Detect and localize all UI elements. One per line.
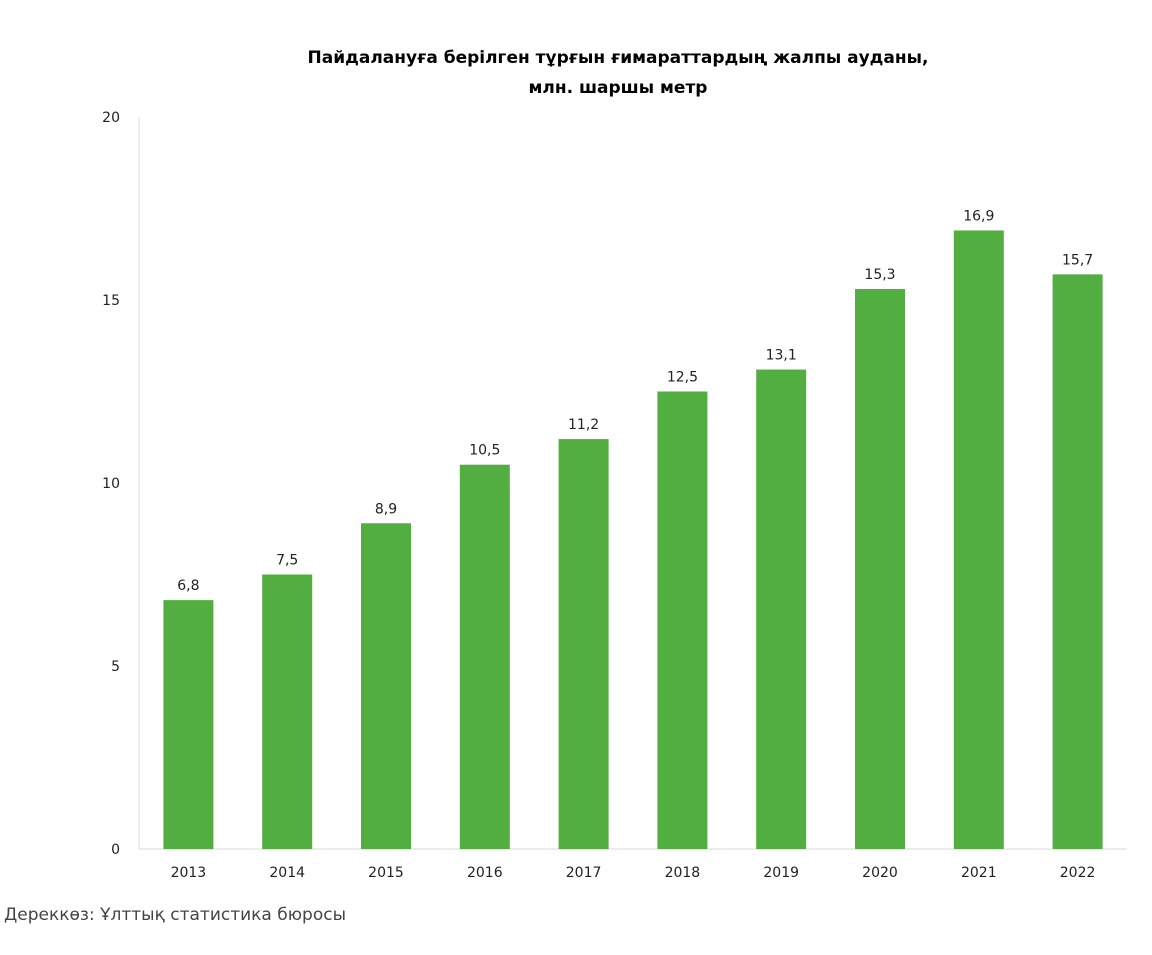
bar: [361, 523, 411, 849]
bars-group: [163, 230, 1103, 849]
y-tick-label: 5: [111, 659, 120, 675]
bar: [163, 600, 214, 849]
x-tick-label: 2017: [566, 865, 602, 881]
y-tick-label: 15: [102, 293, 120, 309]
bar: [262, 574, 313, 849]
chart-title-line-2: млн. шаршы метр: [529, 78, 708, 98]
bar-value-label: 10,5: [469, 443, 500, 459]
bar-value-label: 13,1: [766, 348, 797, 364]
x-tick-label: 2014: [269, 865, 305, 881]
x-tick-label: 2019: [763, 865, 799, 881]
data-labels-group: 6,8 7,5 8,9 10,5 11,2 12,5 13,1 15,3 16,9 15,7: [177, 208, 1093, 594]
x-tick-label: 2020: [862, 865, 898, 881]
x-tick-label: 2013: [171, 865, 207, 881]
bar: [459, 464, 510, 849]
x-tick-label: 2016: [467, 865, 503, 881]
bar: [558, 439, 609, 849]
bar-value-label: 15,7: [1062, 252, 1093, 268]
bar: [1052, 274, 1103, 849]
bar: [657, 391, 708, 849]
bar-value-label: 7,5: [276, 553, 298, 569]
bar-value-label: 15,3: [864, 267, 895, 283]
chart-title-line-1: Пайдалануға берілген тұрғын ғимараттарды…: [308, 48, 929, 68]
x-tick-label: 2015: [368, 865, 404, 881]
y-tick-label: 20: [102, 110, 120, 126]
bar-value-label: 8,9: [375, 501, 397, 517]
x-tick-label: 2022: [1060, 865, 1096, 881]
y-tick-label: 10: [102, 476, 120, 492]
x-tick-label: 2018: [665, 865, 701, 881]
y-axis-ticks: 0 5 10 15 20: [102, 110, 120, 858]
bar: [953, 230, 1004, 849]
bar-value-label: 6,8: [177, 578, 199, 594]
x-axis-ticks: 2013 2014 2015 2016 2017 2018 2019 2020 2021 2022: [171, 865, 1096, 881]
bar-value-label: 11,2: [568, 417, 599, 433]
y-tick-label: 0: [111, 842, 120, 858]
bar: [855, 289, 905, 849]
bar-value-label: 16,9: [963, 208, 994, 224]
x-tick-label: 2021: [961, 865, 997, 881]
bar-value-label: 12,5: [667, 370, 698, 386]
source-note: Дереккөз: Ұлттық статистика бюросы: [4, 905, 347, 925]
bar: [756, 369, 807, 849]
